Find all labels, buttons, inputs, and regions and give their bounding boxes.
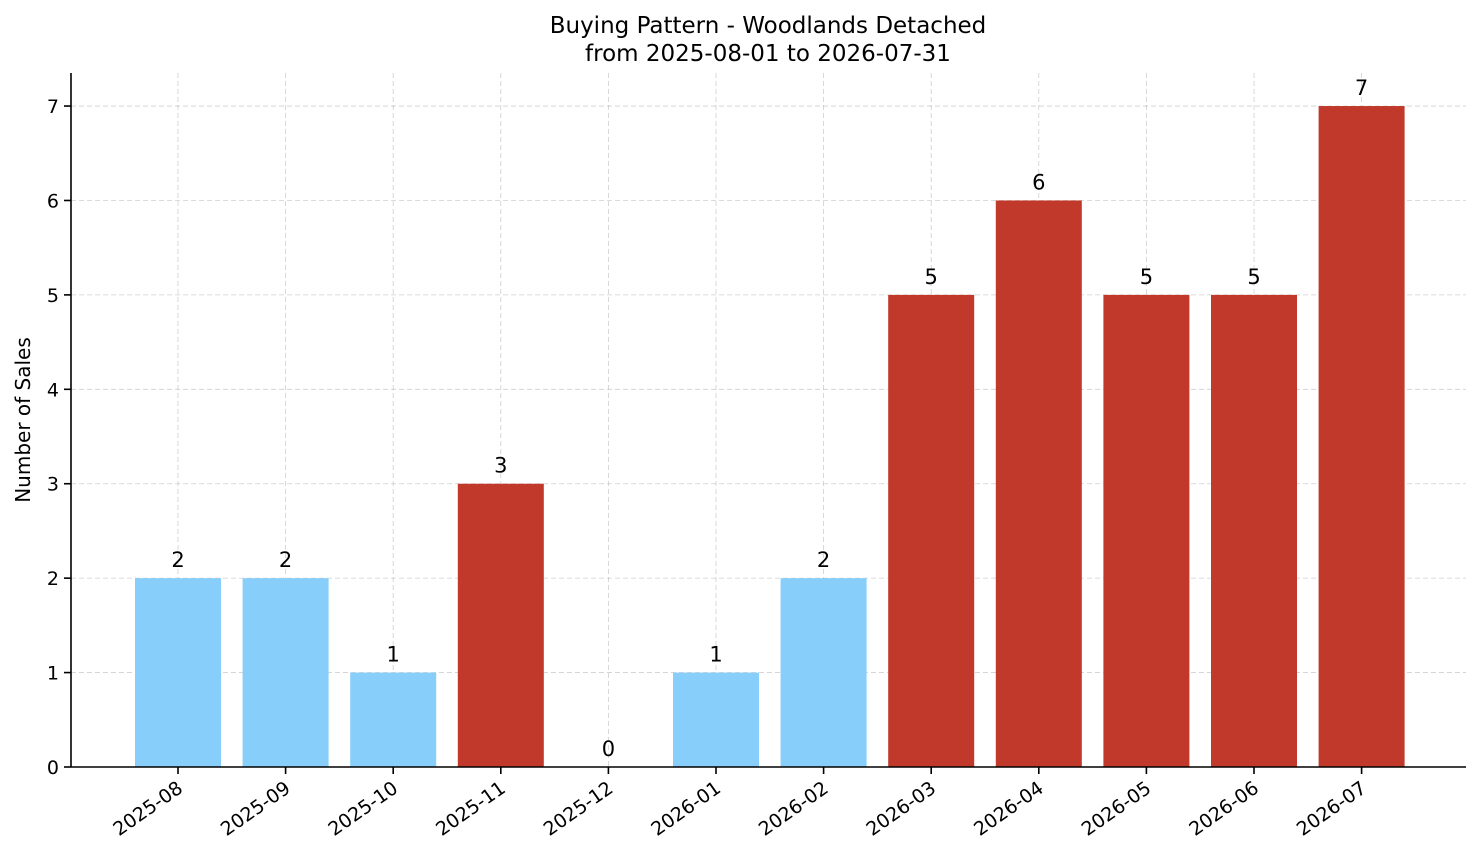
x-tick-label-2025-12: 2025-12	[540, 777, 618, 841]
data-label-2025-11: 3	[494, 454, 507, 478]
x-tick-label-2025-09: 2025-09	[217, 777, 295, 841]
data-label-2026-05: 5	[1140, 265, 1153, 289]
y-tick-label-2: 2	[47, 568, 59, 590]
bar-2026-04	[995, 200, 1082, 768]
data-label-2025-12: 0	[602, 737, 615, 761]
x-tick-label-2026-01: 2026-01	[647, 777, 725, 841]
bar-2025-09	[242, 578, 329, 767]
x-tick-label-2026-06: 2026-06	[1185, 777, 1263, 841]
chart-subtitle: from 2025-08-01 to 2026-07-31	[585, 41, 951, 67]
data-labels: 2 2 1 3 0 1 2 5 6 5 5 7	[171, 76, 1368, 761]
x-tick-label-2025-11: 2025-11	[432, 777, 510, 841]
x-tick-label-2026-03: 2026-03	[862, 777, 940, 841]
y-tick-label-7: 7	[47, 96, 59, 118]
data-label-2026-02: 2	[817, 548, 830, 572]
x-tick-label-2026-04: 2026-04	[970, 777, 1048, 841]
chart-title: Buying Pattern - Woodlands Detached	[550, 13, 987, 39]
x-tick-label-2026-02: 2026-02	[755, 777, 833, 841]
x-tick-label-2025-08: 2025-08	[109, 777, 187, 841]
bars	[135, 106, 1405, 768]
y-tick-label-4: 4	[47, 379, 59, 401]
bar-2025-11	[457, 483, 544, 767]
bar-2025-08	[135, 578, 221, 767]
bar-2025-10	[350, 672, 437, 767]
y-tick-label-0: 0	[47, 757, 59, 779]
y-axis: 0 1 2 3 4 5 6 7	[47, 73, 72, 779]
bar-2026-02	[780, 578, 867, 767]
data-label-2025-10: 1	[387, 643, 400, 667]
x-tick-label-2026-07: 2026-07	[1293, 777, 1371, 841]
data-label-2026-07: 7	[1355, 76, 1368, 100]
x-tick-label-2025-10: 2025-10	[324, 777, 402, 841]
bar-2026-07	[1318, 106, 1405, 768]
bar-2026-06	[1211, 294, 1297, 767]
bar-2026-05	[1103, 294, 1190, 767]
y-axis-label: Number of Sales	[11, 337, 35, 503]
bar-2026-03	[888, 294, 975, 767]
x-tick-label-2026-05: 2026-05	[1078, 777, 1156, 841]
data-label-2026-04: 6	[1032, 170, 1045, 194]
y-tick-label-5: 5	[47, 285, 59, 307]
bar-2026-01	[673, 672, 759, 767]
y-tick-label-6: 6	[47, 190, 59, 212]
y-tick-label-3: 3	[47, 474, 59, 496]
data-label-2025-08: 2	[171, 548, 184, 572]
data-label-2026-03: 5	[925, 265, 938, 289]
x-axis: 2025-08 2025-09 2025-10 2025-11 2025-12 2026-…	[71, 766, 1466, 841]
y-tick-label-1: 1	[47, 663, 59, 685]
data-label-2026-01: 1	[709, 643, 722, 667]
data-label-2026-06: 5	[1247, 265, 1260, 289]
data-label-2025-09: 2	[279, 548, 292, 572]
